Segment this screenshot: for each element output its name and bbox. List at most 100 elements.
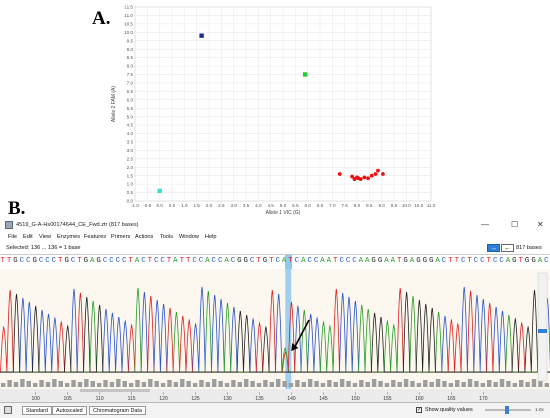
quality-bar: [378, 381, 383, 387]
data-point: [376, 168, 380, 173]
y-tick-label: 4.5: [127, 123, 134, 128]
x-axis-label: Allele 1 VIC (G): [266, 210, 301, 215]
menu-item-primers[interactable]: Primers: [111, 234, 131, 240]
y-tick-label: 1.0: [127, 182, 134, 187]
x-tick-label: 10.5: [414, 203, 423, 208]
quality-bar: [154, 381, 159, 387]
base-letter: C: [480, 257, 485, 265]
quality-bar: [276, 379, 281, 387]
menu-item-edit[interactable]: Edit: [23, 234, 33, 240]
position-tick-label: 105: [63, 396, 72, 402]
x-tick-label: 8.0: [354, 203, 361, 208]
tab-standard[interactable]: Standard: [22, 406, 52, 415]
tab-chromatogram-data[interactable]: Chromatogram Data: [89, 406, 146, 415]
position-tick-label: 110: [96, 396, 104, 402]
quality-bar: [410, 381, 415, 387]
base-letter: T: [397, 257, 402, 265]
expand-icon[interactable]: [4, 406, 12, 414]
base-letter: G: [371, 257, 376, 265]
tab-autoscaled[interactable]: Autoscaled: [52, 406, 87, 415]
quality-bar: [84, 379, 89, 387]
base-letter: C: [294, 257, 300, 265]
base-letter: G: [428, 257, 434, 265]
y-tick-label: 11.0: [124, 13, 133, 18]
position-tick-label: 145: [319, 396, 328, 402]
selected-base-highlight: [284, 255, 292, 269]
quality-bar: [461, 382, 466, 387]
menu-item-window[interactable]: Window: [179, 234, 199, 240]
base-letter: T: [256, 257, 261, 265]
base-letter: A: [326, 257, 332, 265]
base-letter: T: [0, 257, 5, 265]
position-tick-label: 165: [447, 396, 456, 402]
arrow-right-icon[interactable]: →: [487, 244, 500, 252]
base-letter: A: [390, 257, 396, 265]
base-letter: C: [230, 257, 236, 265]
base-letter: A: [365, 257, 370, 265]
quality-bar: [327, 380, 332, 387]
data-point: [350, 174, 354, 179]
y-tick-label: 3.5: [127, 140, 134, 145]
y-tick-label: 10.5: [124, 21, 133, 26]
sequence-viewer-window: 4519_G-A-Hs00174644_CE_Fwd.ztr (817 base…: [0, 218, 550, 418]
menu-item-view[interactable]: View: [39, 234, 52, 240]
position-tick-label: 160: [415, 396, 424, 402]
base-letter: C: [313, 257, 319, 265]
x-tick-label: 1.0: [181, 203, 188, 208]
base-letter: C: [115, 257, 121, 265]
bottom-toolbar: Standard Autoscaled Chromatogram Data ✓ …: [0, 402, 550, 418]
base-letter: A: [505, 257, 511, 265]
quality-bar: [77, 382, 83, 387]
selected-column-highlight: [285, 269, 292, 389]
zoom-level: 1.0x: [535, 407, 544, 412]
base-letter: C: [339, 257, 344, 265]
quality-bar: [135, 380, 140, 387]
quality-bar: [180, 379, 185, 387]
base-letter: G: [237, 257, 242, 265]
base-letter: C: [51, 257, 57, 265]
menu-item-help[interactable]: Help: [205, 234, 217, 240]
quality-bar: [250, 381, 255, 387]
zoom-slider-thumb[interactable]: [505, 406, 509, 414]
quality-bar: [160, 383, 166, 387]
show-quality-checkbox[interactable]: ✓: [416, 407, 422, 413]
quality-bar: [96, 383, 102, 387]
position-tick-label: 120: [159, 396, 168, 402]
chromatogram[interactable]: 100 105 110 115 120 125 130 135 140 145 150 155 160 1…: [0, 269, 550, 402]
base-letter: C: [473, 257, 479, 265]
x-tick-label: 9.5: [391, 203, 398, 208]
menu-item-actions[interactable]: Actions: [135, 234, 154, 240]
quality-bar: [237, 382, 243, 387]
close-button[interactable]: ✕: [537, 220, 544, 229]
trace-c: [0, 286, 550, 373]
maximize-button[interactable]: ☐: [511, 220, 519, 229]
base-letter: A: [384, 257, 389, 265]
base-letter: G: [416, 257, 421, 265]
x-tick-label: 4.0: [255, 203, 262, 208]
menu-item-tools[interactable]: Tools: [160, 234, 174, 240]
base-letter: C: [141, 257, 146, 265]
base-letter: T: [58, 257, 63, 265]
x-tick-label: 2.5: [218, 203, 225, 208]
quality-bar: [52, 379, 57, 387]
base-letter: C: [109, 257, 114, 265]
quality-bar: [371, 379, 377, 387]
menu-item-enzymes[interactable]: Enzymes: [57, 234, 81, 240]
base-letter: G: [64, 257, 69, 265]
horizontal-scrollbar-thumb: [80, 389, 150, 392]
minimize-button[interactable]: —: [481, 220, 489, 229]
y-tick-label: 9.5: [127, 38, 134, 43]
x-tick-label: 7.5: [341, 203, 348, 208]
quality-bar: [282, 381, 287, 387]
base-letter: G: [13, 257, 18, 265]
quality-bar: [269, 382, 274, 387]
arrow-left-icon[interactable]: ←: [501, 244, 514, 252]
base-letter: C: [160, 257, 165, 265]
menu-item-features[interactable]: Features: [84, 234, 107, 240]
base-letter: A: [224, 257, 229, 265]
quality-bar: [346, 381, 351, 387]
menu-item-file[interactable]: File: [8, 234, 18, 240]
quality-bar: [391, 380, 396, 387]
quality-bar: [474, 381, 479, 387]
